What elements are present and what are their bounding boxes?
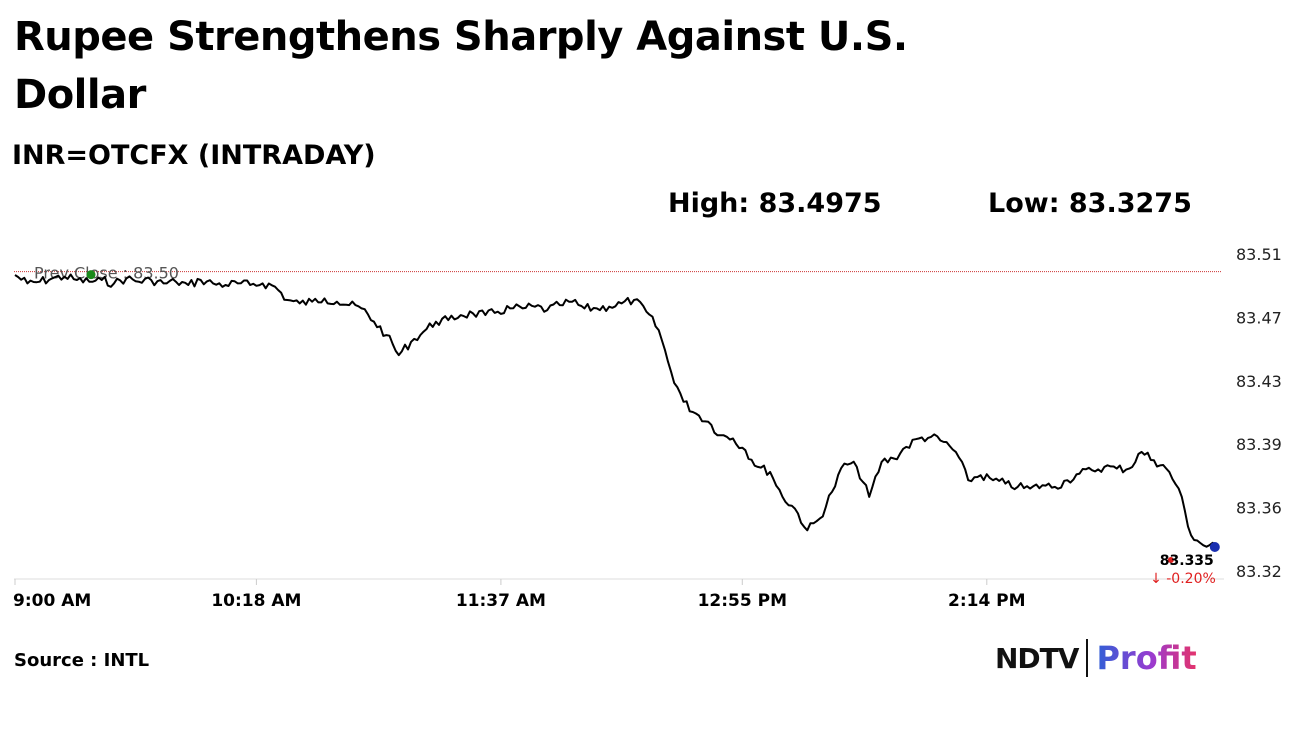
y-tick-label: 83.32 [1236,562,1282,581]
y-axis-ticks: 83.51 83.47 83.43 83.39 83.36 83.32 [1236,245,1282,581]
ndtv-profit-logo: NDTV Profit [995,636,1197,680]
y-tick-label: 83.51 [1236,245,1282,264]
price-series-line [14,273,1217,548]
last-change-label: ↓ -0.20% [1150,571,1216,587]
logo-ndtv-text: NDTV [995,641,1079,675]
y-tick-label: 83.43 [1236,372,1282,391]
logo-separator [1086,639,1089,677]
x-axis-ticks: 9:00 AM 10:18 AM 11:37 AM 12:55 PM 2:14 PM [13,579,1026,611]
chart-subtitle: INR=OTCFX (INTRADAY) [12,140,376,171]
prev-close-dot [86,270,96,280]
source-note: Source : INTL [14,650,150,671]
x-tick-label: 2:14 PM [948,591,1026,611]
x-tick-label: 11:37 AM [456,591,546,611]
logo-profit-text: Profit [1096,639,1197,677]
prev-close-label: Prev Close : 83.50 [34,264,179,283]
last-change-dot [1167,556,1174,563]
last-price-label: 83.335 [1160,553,1214,569]
x-tick-label: 12:55 PM [698,591,787,611]
last-price-dot [1209,541,1220,552]
x-tick-label: 9:00 AM [13,591,91,611]
chart-title: Rupee Strengthens Sharply Against U.S. D… [14,14,908,118]
y-tick-label: 83.47 [1236,308,1282,327]
low-value: Low: 83.3275 [988,188,1192,219]
y-tick-label: 83.39 [1236,435,1282,454]
x-tick-label: 10:18 AM [211,591,301,611]
high-value: High: 83.4975 [668,188,882,219]
y-tick-label: 83.36 [1236,499,1282,518]
